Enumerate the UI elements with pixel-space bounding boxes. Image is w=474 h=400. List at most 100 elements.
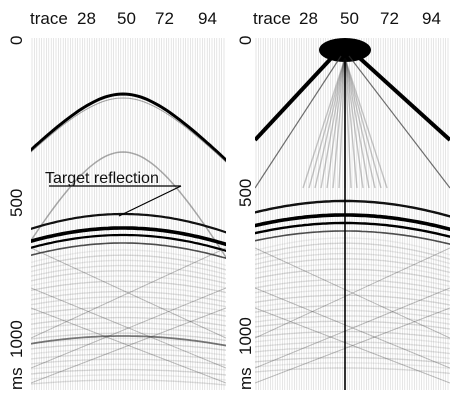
trace-tick-94: 94 bbox=[422, 9, 441, 28]
ground-roll-ray bbox=[344, 57, 382, 189]
ground-roll-ray bbox=[332, 57, 346, 189]
diffraction-event bbox=[31, 151, 226, 259]
crossing-event bbox=[255, 247, 450, 339]
trace-axis-label: trace bbox=[30, 9, 68, 28]
reflection-event bbox=[255, 230, 450, 245]
crossing-event bbox=[31, 287, 226, 369]
crossing-event bbox=[31, 247, 226, 339]
coda-event bbox=[31, 264, 226, 280]
crossing-event bbox=[31, 307, 226, 384]
crossing-event bbox=[255, 247, 450, 339]
trace-tick-28: 28 bbox=[299, 9, 318, 28]
crossing-event bbox=[255, 307, 450, 384]
strong-reflection-event bbox=[255, 213, 450, 232]
coda-event bbox=[255, 268, 450, 283]
ground-roll-ray bbox=[338, 57, 346, 189]
direct-wave-right bbox=[351, 50, 450, 142]
coda-event bbox=[255, 237, 450, 256]
coda-event bbox=[255, 367, 450, 375]
trace-tick-72: 72 bbox=[380, 9, 399, 28]
coda-event bbox=[31, 296, 226, 308]
time-unit-label: ms bbox=[7, 367, 26, 390]
reflection-event bbox=[31, 242, 226, 260]
trace-tick-94: 94 bbox=[198, 9, 217, 28]
coda-event bbox=[31, 285, 226, 298]
coda-event bbox=[255, 258, 450, 274]
time-tick-500: 500 bbox=[7, 188, 26, 217]
time-tick-500: 500 bbox=[236, 178, 255, 207]
ground-roll-ray bbox=[344, 57, 352, 189]
crossing-event bbox=[31, 247, 226, 339]
ground-roll-ray bbox=[308, 57, 346, 189]
coda-event bbox=[255, 263, 450, 278]
coda-event bbox=[31, 363, 226, 371]
crossing-event bbox=[255, 287, 450, 369]
coda-event bbox=[255, 315, 450, 325]
coda-event bbox=[255, 330, 450, 340]
seismic-gather-right bbox=[255, 38, 450, 390]
ground-roll-ray bbox=[344, 57, 364, 189]
coda-event bbox=[31, 275, 226, 289]
coda-event bbox=[255, 289, 450, 301]
coda-event bbox=[255, 325, 450, 335]
coda-event bbox=[31, 348, 226, 356]
coda-event bbox=[255, 299, 450, 311]
coda-event bbox=[255, 247, 450, 265]
trace-tick-50: 50 bbox=[117, 9, 136, 28]
ground-roll-ray bbox=[344, 57, 388, 189]
coda-event bbox=[255, 341, 450, 350]
coda-event bbox=[31, 290, 226, 303]
coda-event bbox=[31, 332, 226, 342]
strong-reflection-event bbox=[255, 221, 450, 238]
coda-event bbox=[255, 278, 450, 292]
ground-roll-ray bbox=[314, 57, 346, 189]
strong-reflection-event bbox=[31, 233, 226, 252]
strong-reflection-event bbox=[31, 226, 226, 247]
ground-roll-ray bbox=[344, 57, 370, 189]
coda-event bbox=[255, 320, 450, 330]
time-tick-1000: 1000 bbox=[236, 317, 255, 355]
trace-axis-label: trace bbox=[253, 9, 291, 28]
coda-event bbox=[255, 362, 450, 370]
coda-event bbox=[255, 346, 450, 355]
crossing-event bbox=[255, 287, 450, 369]
target-reflection-label: Target reflection bbox=[45, 170, 159, 187]
refracted-wave-right bbox=[348, 55, 450, 189]
target-reflection-event bbox=[31, 212, 226, 234]
coda-event bbox=[31, 337, 226, 347]
seismic-gather-left bbox=[31, 38, 226, 390]
coda-event bbox=[255, 351, 450, 360]
target-reflection-event bbox=[255, 199, 450, 218]
time-unit-label: ms bbox=[236, 367, 255, 390]
coda-event bbox=[31, 301, 226, 313]
coda-event bbox=[31, 259, 226, 275]
coda-event bbox=[255, 252, 450, 269]
ground-roll-ray bbox=[344, 57, 376, 189]
ground-roll-ray bbox=[320, 57, 346, 189]
trace-tick-28: 28 bbox=[77, 9, 96, 28]
trace-tick-72: 72 bbox=[155, 9, 174, 28]
time-tick-0: 0 bbox=[236, 35, 255, 45]
ground-roll-ray bbox=[326, 57, 346, 189]
coda-event bbox=[255, 294, 450, 306]
coda-event bbox=[255, 356, 450, 365]
coda-event bbox=[31, 270, 226, 285]
seismic-panel-left: trace 28 50 72 94 0 500 1000 ms Target r… bbox=[7, 9, 226, 390]
time-tick-1000: 1000 bbox=[7, 320, 26, 358]
coda-event bbox=[31, 374, 226, 381]
coda-event bbox=[255, 310, 450, 320]
annotation-leader bbox=[118, 185, 182, 217]
refracted-wave-left bbox=[255, 55, 342, 189]
coda-event bbox=[31, 342, 226, 351]
coda-event bbox=[31, 254, 226, 271]
ground-roll-ray bbox=[302, 57, 346, 189]
crossing-event bbox=[31, 307, 226, 384]
coda-event bbox=[31, 368, 226, 376]
coda-event bbox=[31, 327, 226, 337]
direct-arrival-ghost bbox=[31, 97, 226, 163]
deep-reflection-event bbox=[31, 335, 226, 347]
coda-event bbox=[255, 273, 450, 287]
trace-tick-50: 50 bbox=[340, 9, 359, 28]
coda-event bbox=[255, 336, 450, 345]
coda-event bbox=[31, 358, 226, 366]
